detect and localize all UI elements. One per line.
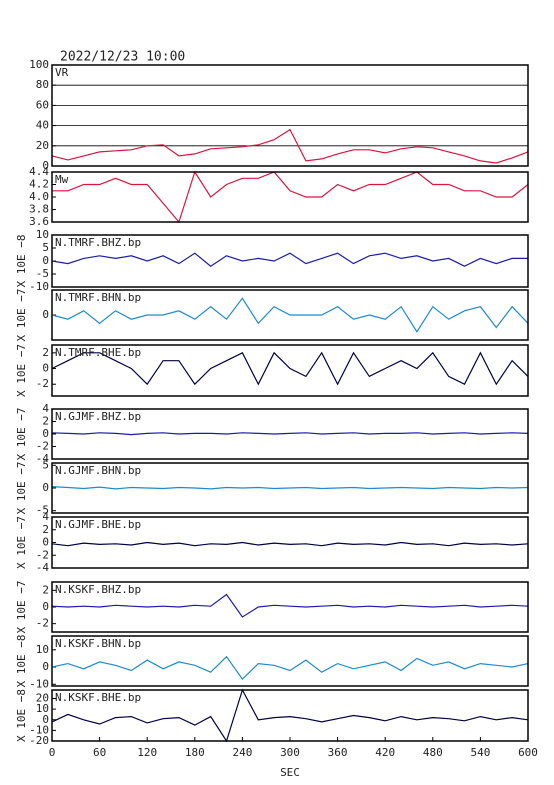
x-tick-label: 240 [232,746,252,759]
panel-frame [51,635,529,687]
panel-frame [51,344,529,397]
panel-frame [51,581,529,633]
y-tick-label: 2 [42,523,49,536]
y-tick-label: -2 [36,377,49,390]
y-tick-label: -4 [36,452,50,465]
trace [52,170,529,224]
y-tick-label: 3.6 [29,215,49,228]
y-tick-label: -10 [29,723,49,736]
panel-label: Mw [55,173,69,186]
trace [51,128,529,164]
y-axis-label: X 10E −7 [15,516,28,569]
y-tick-label: 4 [42,402,49,415]
y-axis-label: X 10E −7 [15,462,28,515]
y-tick-label: -20 [29,734,49,747]
y-axis-label: X 10E −7 [15,344,28,397]
panel-label: VR [55,66,69,79]
y-tick-label: 0 [42,536,49,549]
y-tick-label: 0 [42,362,49,375]
y-tick-label: -10 [29,677,49,690]
trace [51,486,529,490]
panel-label: N.KSKF.BHE.bp [55,691,141,704]
y-tick-label: 0 [42,481,49,494]
y-tick-label: 2 [42,415,49,428]
y-tick-label: 10 [36,702,49,715]
x-tick-label: 600 [518,746,538,759]
panel-label: N.KSKF.BHZ.bp [55,583,141,596]
y-tick-label: 0 [42,427,49,440]
trace [51,655,529,681]
y-tick-label: 3.8 [29,203,49,216]
y-axis-label: X 10E −7 [15,581,28,634]
y-tick-label: -5 [36,267,49,280]
x-tick-label: 540 [470,746,490,759]
y-tick-label: 4.2 [29,178,49,191]
trace [51,297,529,333]
x-tick-label: 180 [185,746,205,759]
y-tick-label: 10 [36,643,49,656]
y-tick-label: 0 [42,159,49,172]
x-tick-label: 120 [137,746,157,759]
y-tick-label: 2 [42,346,49,359]
y-tick-label: 40 [36,119,49,132]
x-tick-label: 420 [375,746,395,759]
panel-label: N.TMRF.BHZ.bp [55,236,141,249]
panel-frame [51,171,529,223]
trace [51,593,529,618]
x-tick-label: 0 [49,746,56,759]
y-tick-label: -4 [36,561,50,574]
panel-label: N.GJMF.BHZ.bp [55,410,141,423]
y-tick-label: 0 [42,713,49,726]
panel-frame [51,234,529,288]
y-axis-label: X 10E −8 [15,235,28,288]
panel-frame [51,64,529,167]
trace [51,432,529,436]
y-tick-label: 4.0 [29,190,49,203]
chart-title: 2022/12/23 10:00 [60,50,185,65]
y-axis-label: X 10E −8 [15,689,28,742]
y-tick-label: -10 [29,280,49,293]
panel-frame [51,408,529,460]
panel-frame [51,462,529,514]
panel-label: N.TMRF.BHN.bp [55,291,141,304]
panel-label: N.GJMF.BHE.bp [55,518,141,531]
y-tick-label: 0 [42,660,49,673]
x-tick-label: 60 [93,746,106,759]
y-tick-label: 2 [42,583,49,596]
x-axis-label: SEC [280,766,300,779]
panel-label: N.KSKF.BHN.bp [55,637,141,650]
y-tick-label: 0 [42,308,49,321]
y-tick-label: -2 [36,440,49,453]
y-tick-label: 100 [29,58,49,71]
panel-label: N.TMRF.BHE.bp [55,346,141,359]
y-tick-label: 4 [42,510,49,523]
y-tick-label: 10 [36,228,49,241]
x-tick-label: 480 [423,746,443,759]
panel-frame [51,289,529,341]
panel-label: N.GJMF.BHN.bp [55,464,141,477]
y-axis-label: X 10E −7 [15,289,28,342]
panel-frame [51,516,529,569]
y-axis-label: X 10E −7 [15,408,28,461]
y-tick-label: 5 [42,458,49,471]
y-tick-label: 5 [42,241,49,254]
y-tick-label: -2 [36,617,49,630]
trace [51,541,529,547]
y-tick-label: -5 [36,504,49,517]
trace [51,252,528,267]
y-tick-label: 0 [42,254,49,267]
x-tick-label: 300 [280,746,300,759]
y-tick-label: -2 [36,548,49,561]
y-tick-label: 20 [36,139,49,152]
trace [51,688,529,743]
y-axis-label: X 10E −8 [15,635,28,688]
y-tick-label: 80 [36,78,49,91]
y-tick-label: 0 [42,600,49,613]
trace [51,351,529,386]
x-tick-label: 360 [328,746,348,759]
y-tick-label: 4.4 [29,165,49,178]
y-tick-label: 60 [36,98,49,111]
y-tick-label: 20 [36,692,49,705]
